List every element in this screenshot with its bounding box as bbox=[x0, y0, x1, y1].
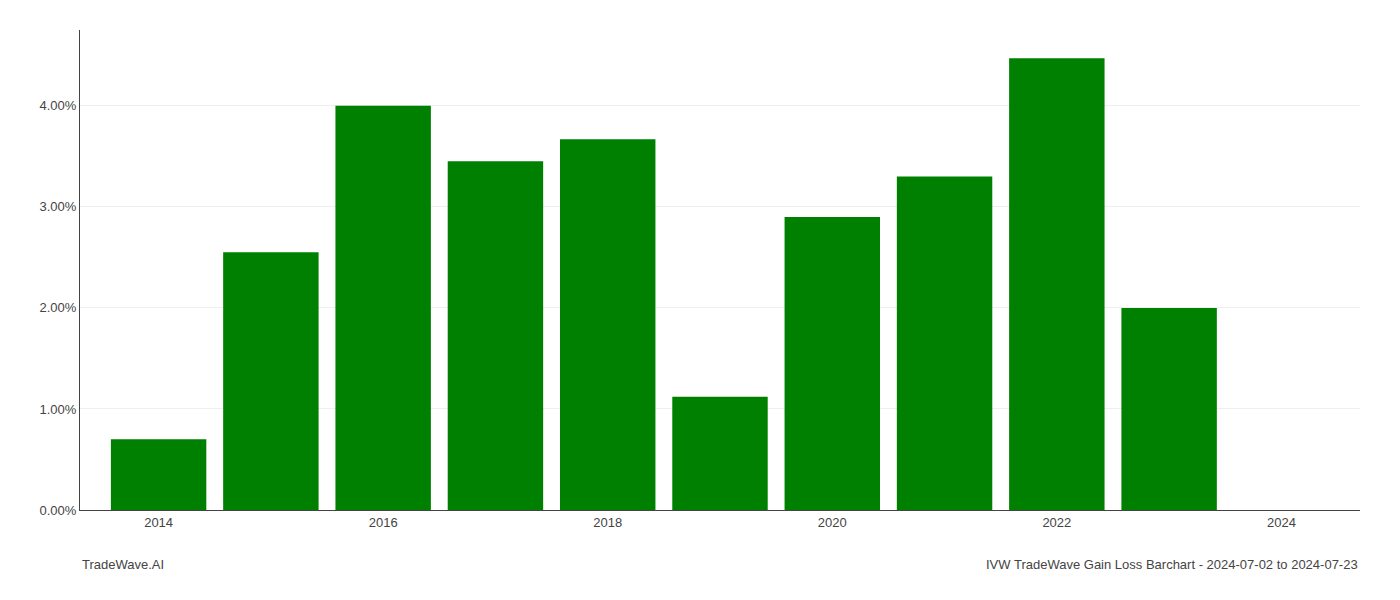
svg-text:2016: 2016 bbox=[369, 515, 398, 530]
svg-text:2.00%: 2.00% bbox=[40, 300, 77, 315]
svg-text:2020: 2020 bbox=[818, 515, 847, 530]
svg-text:2024: 2024 bbox=[1267, 515, 1296, 530]
svg-text:IVW TradeWave Gain Loss Barcha: IVW TradeWave Gain Loss Barchart - 2024-… bbox=[986, 557, 1358, 572]
svg-text:2018: 2018 bbox=[593, 515, 622, 530]
svg-text:2014: 2014 bbox=[144, 515, 173, 530]
svg-text:TradeWave.AI: TradeWave.AI bbox=[82, 557, 164, 572]
svg-text:4.00%: 4.00% bbox=[40, 98, 77, 113]
svg-text:1.00%: 1.00% bbox=[40, 402, 77, 417]
svg-text:0.00%: 0.00% bbox=[40, 503, 77, 518]
svg-text:3.00%: 3.00% bbox=[40, 199, 77, 214]
svg-text:2022: 2022 bbox=[1042, 515, 1071, 530]
